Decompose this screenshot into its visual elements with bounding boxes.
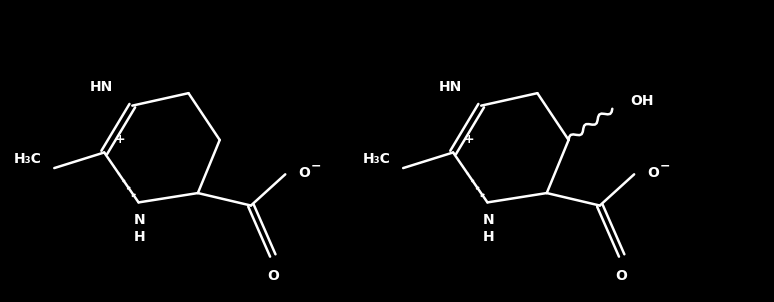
Text: +: +	[464, 133, 474, 146]
Text: OH: OH	[631, 95, 654, 108]
Text: HN: HN	[90, 80, 113, 94]
Text: O: O	[616, 269, 628, 283]
Text: H₃C: H₃C	[363, 152, 391, 166]
Text: HN: HN	[438, 80, 461, 94]
Text: −: −	[659, 159, 670, 172]
Text: O: O	[267, 269, 279, 283]
Text: H: H	[134, 230, 146, 244]
Text: N: N	[134, 214, 146, 227]
Text: H₃C: H₃C	[14, 152, 42, 166]
Text: O: O	[647, 166, 659, 180]
Text: −: −	[311, 159, 321, 172]
Text: H: H	[483, 230, 495, 244]
Text: N: N	[483, 214, 495, 227]
Text: +: +	[115, 133, 125, 146]
Text: O: O	[299, 166, 310, 180]
